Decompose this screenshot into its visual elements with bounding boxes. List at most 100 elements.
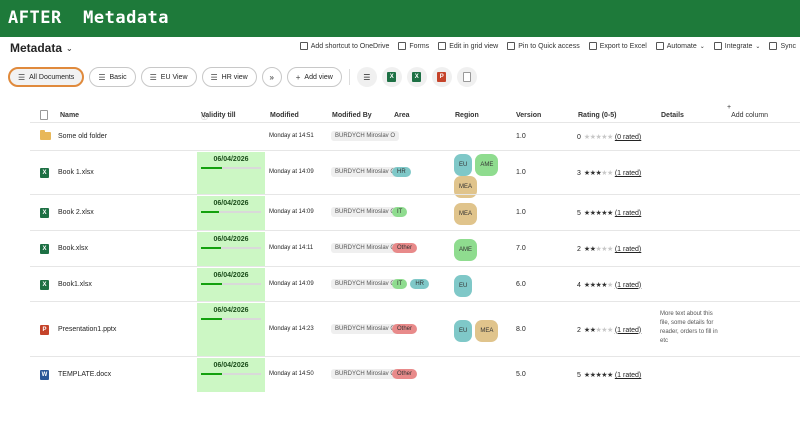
modified-by-persona[interactable]: BURDYCH Miroslav O — [331, 243, 400, 253]
page-banner: AFTER Metadata — [0, 0, 800, 37]
quick-excel-button-1[interactable]: X — [381, 67, 402, 87]
star-icon: ★ — [589, 326, 596, 334]
rated-count-link[interactable]: (1 rated) — [614, 210, 642, 217]
modified-by-persona[interactable]: BURDYCH Miroslav O — [331, 167, 400, 177]
command-forms[interactable]: Forms — [398, 42, 429, 50]
rating-cell[interactable]: 2 ★★★★★ (1 rated) — [577, 245, 641, 253]
table-row[interactable]: P Presentation1.pptx 06/04/2026 Monday at 1… — [30, 301, 800, 356]
chevron-down-icon: ⌄ — [755, 43, 761, 50]
shortcut-icon — [299, 42, 308, 50]
region-tag: MEA — [454, 176, 478, 198]
table-row[interactable]: Some old folder Monday at 14:51 BURDYCH Mi… — [30, 122, 800, 150]
table-row[interactable]: X Book1.xlsx 06/04/2026 Monday at 14:09 BURD… — [30, 266, 800, 301]
add-column-button[interactable]: + Add column — [727, 104, 769, 119]
library-title[interactable]: Metadata ⌄ — [10, 41, 73, 55]
chevron-down-icon: ⌄ — [457, 112, 462, 118]
area-tag: HR — [410, 278, 430, 289]
star-icon: ★ — [607, 246, 613, 253]
validity-cell: 06/04/2026 — [197, 152, 265, 194]
version-cell: 6.0 — [516, 280, 526, 288]
command-shortcut[interactable]: Add shortcut to OneDrive — [299, 42, 389, 50]
table-row[interactable]: X Book.xlsx 06/04/2026 Monday at 14:11 BURDY… — [30, 230, 800, 266]
star-rating-icons: ★★★★★ — [584, 170, 613, 177]
table-row[interactable]: W TEMPLATE.docx 06/04/2026 Monday at 14:50 B… — [30, 356, 800, 392]
file-name-link[interactable]: Some old folder — [58, 133, 108, 140]
pin-icon — [507, 42, 516, 50]
modified-by-persona[interactable]: BURDYCH Miroslav O — [331, 131, 400, 141]
view-tab-eu-view[interactable]: ☰ EU View — [140, 67, 197, 87]
file-name-link[interactable]: Book1.xlsx — [58, 280, 92, 288]
modified-by-persona[interactable]: BURDYCH Miroslav O — [331, 207, 400, 217]
chevron-down-icon: ⌄ — [518, 112, 523, 118]
file-name-link[interactable]: TEMPLATE.docx — [58, 371, 112, 378]
modified-by-persona[interactable]: BURDYCH Miroslav O — [331, 278, 400, 289]
rating-cell[interactable]: 5 ★★★★★ (1 rated) — [577, 209, 641, 217]
table-row[interactable]: X Book 2.xlsx 06/04/2026 Monday at 14:09 BUR… — [30, 194, 800, 230]
rated-count-link[interactable]: (1 rated) — [614, 246, 642, 253]
star-icon: ★ — [589, 372, 596, 379]
star-rating-icons: ★★★★★ — [584, 282, 613, 289]
rating-value: 0 — [577, 134, 581, 141]
quick-document-button[interactable] — [456, 67, 477, 87]
file-name-link[interactable]: Book 1.xlsx — [58, 169, 94, 176]
area-cell: HR — [392, 167, 414, 177]
rating-cell[interactable]: 2 ★★★★★ (1 rated) — [577, 326, 641, 334]
view-tab-all-documents[interactable]: ☰ All Documents — [8, 67, 85, 87]
rating-cell[interactable]: 4 ★★★★★ (1 rated) — [577, 281, 641, 289]
file-name-link[interactable]: Presentation1.pptx — [58, 325, 117, 333]
list-view-icon: ☰ — [210, 72, 218, 82]
quick-excel-button-2[interactable]: X — [406, 67, 427, 87]
star-icon: ★ — [601, 326, 608, 334]
quick-powerpoint-button[interactable]: P — [431, 67, 452, 87]
rating-value: 2 — [577, 246, 581, 253]
add-view-label: Add view — [304, 73, 333, 81]
star-icon: ★ — [607, 210, 613, 217]
filter-icon: ☰ — [363, 72, 371, 82]
modified-cell: Monday at 14:11 — [269, 245, 314, 251]
star-icon: ★ — [601, 372, 608, 379]
modified-by-persona[interactable]: BURDYCH Miroslav O — [331, 323, 400, 334]
command-bar: Add shortcut to OneDrive Forms Edit in gri… — [299, 42, 796, 50]
command-sync[interactable]: Sync — [769, 42, 796, 50]
area-tag: Other — [392, 369, 418, 379]
more-views-button[interactable]: » — [261, 67, 282, 87]
command-label: Pin to Quick access — [518, 42, 580, 50]
command-excel[interactable]: Export to Excel — [588, 42, 647, 50]
rated-count-link[interactable]: (0 rated) — [614, 134, 642, 141]
filter-button[interactable]: ☰ — [356, 67, 377, 87]
rating-value: 2 — [577, 326, 581, 334]
rated-count-link[interactable]: (1 rated) — [614, 281, 642, 289]
validity-cell: 06/04/2026 — [197, 232, 265, 266]
validity-progress-fill — [201, 318, 222, 320]
powerpoint-file-icon: P — [40, 324, 49, 335]
rating-cell[interactable]: 5 ★★★★★ (1 rated) — [577, 371, 641, 379]
view-tab-basic[interactable]: ☰ Basic — [89, 67, 136, 87]
rated-count-link[interactable]: (1 rated) — [614, 372, 642, 379]
rated-count-link[interactable]: (1 rated) — [614, 326, 642, 334]
rated-count-link[interactable]: (1 rated) — [614, 170, 642, 177]
command-automate[interactable]: Automate ⌄ — [655, 42, 705, 50]
rating-cell[interactable]: 3 ★★★★★ (1 rated) — [577, 169, 641, 177]
excel-file-icon: X — [40, 279, 49, 290]
add-view-button[interactable]: + Add view — [286, 67, 342, 87]
rating-value: 5 — [577, 210, 581, 217]
star-icon: ★ — [595, 281, 602, 289]
command-grid[interactable]: Edit in grid view — [438, 42, 498, 50]
excel-icon: X — [412, 72, 422, 82]
star-icon: ★ — [607, 372, 613, 379]
command-pin[interactable]: Pin to Quick access — [507, 42, 580, 50]
modified-cell: Monday at 14:09 — [269, 169, 314, 175]
powerpoint-icon: P — [437, 72, 447, 82]
chevron-down-icon: ⌄ — [396, 112, 401, 118]
command-integrate[interactable]: Integrate ⌄ — [713, 42, 761, 50]
star-icon: ★ — [595, 170, 602, 177]
star-icon: ★ — [595, 326, 602, 334]
rating-cell[interactable]: 0 ★★★★★ (0 rated) — [577, 133, 641, 141]
table-row[interactable]: X Book 1.xlsx 06/04/2026 Monday at 14:09 BUR… — [30, 150, 800, 198]
list-view-icon: ☰ — [18, 72, 26, 82]
modified-by-persona[interactable]: BURDYCH Miroslav O — [331, 369, 400, 379]
file-name-link[interactable]: Book 2.xlsx — [58, 209, 94, 216]
file-name-link[interactable]: Book.xlsx — [58, 245, 88, 252]
view-tab-hr-view[interactable]: ☰ HR view — [201, 67, 257, 87]
view-tab-label: Basic — [109, 73, 127, 81]
